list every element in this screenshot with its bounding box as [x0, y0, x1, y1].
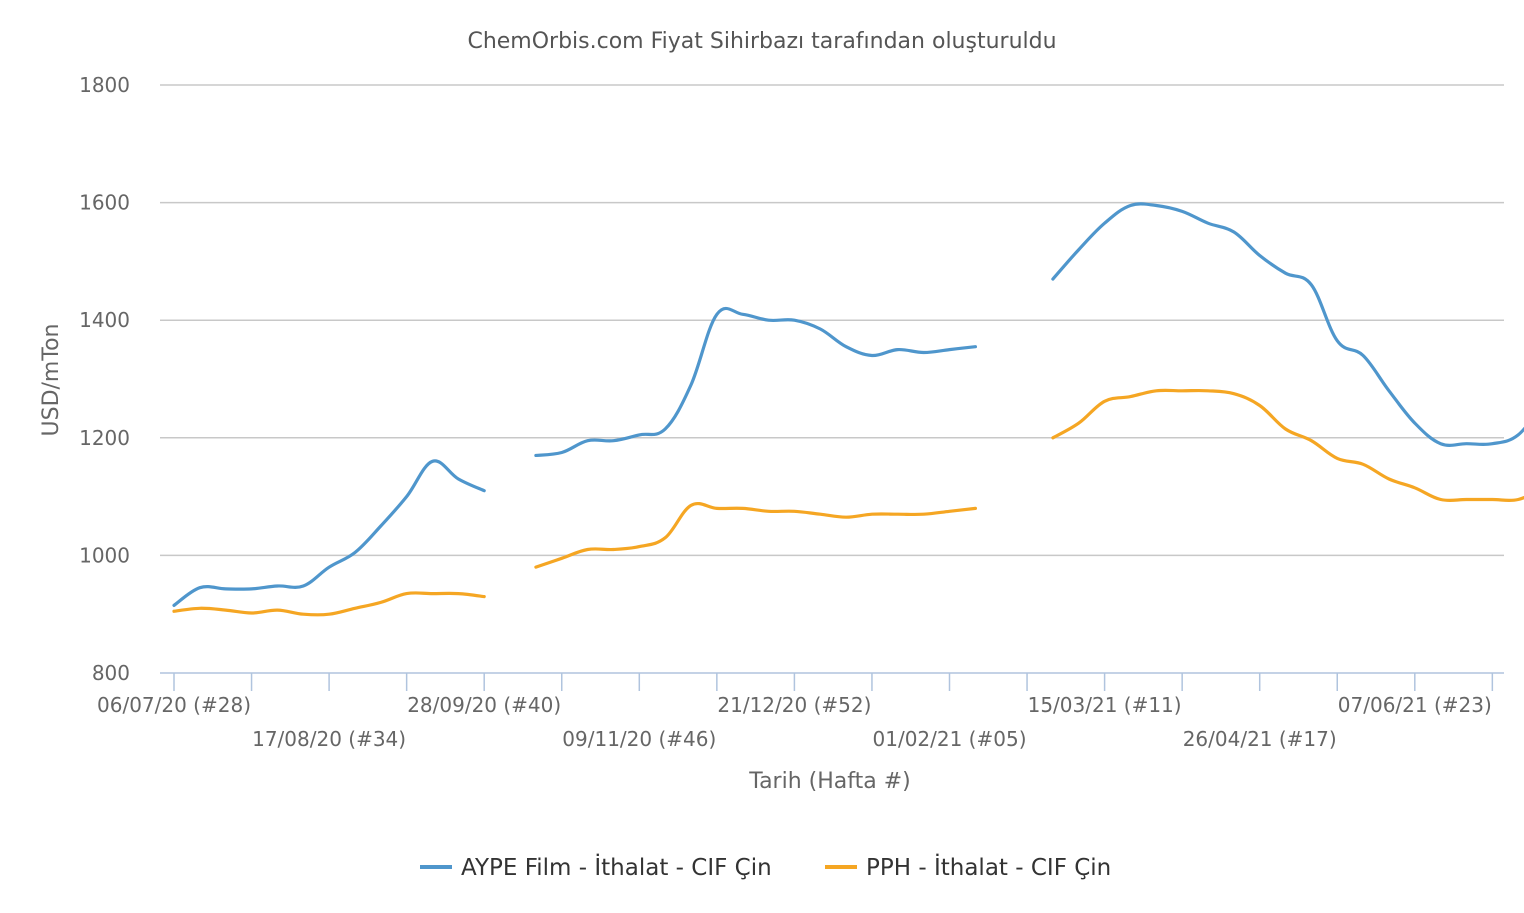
y-tick-label-1200: 1200 — [79, 426, 130, 450]
chart-title: ChemOrbis.com Fiyat Sihirbazı tarafından… — [467, 29, 1056, 54]
x-axis-title: Tarih (Hafta #) — [748, 769, 910, 794]
series-pph — [172, 388, 1524, 617]
x-tick-label: 21/12/20 (#52) — [717, 693, 871, 717]
series-line-segment — [534, 306, 977, 458]
legend-item-pph[interactable]: PPH - İthalat - CIF Çin — [825, 853, 1111, 881]
series-line-segment — [172, 459, 486, 607]
x-tick-label: 09/11/20 (#46) — [562, 727, 716, 751]
y-tick-label-1600: 1600 — [79, 191, 130, 215]
x-tick-label: 01/02/21 (#05) — [873, 727, 1027, 751]
x-tick-label: 06/07/20 (#28) — [97, 693, 251, 717]
series-aype-film — [172, 202, 1524, 607]
series-line-segment — [534, 501, 977, 569]
y-axis-title: USD/mTon — [39, 324, 64, 437]
y-tick-label-1000: 1000 — [79, 543, 130, 567]
legend: AYPE Film - İthalat - CIF Çin PPH - İtha… — [420, 853, 1111, 881]
y-tick-label-800: 800 — [92, 661, 130, 685]
legend-item-aype[interactable]: AYPE Film - İthalat - CIF Çin — [420, 853, 772, 881]
grid-lines — [160, 84, 1504, 557]
x-axis-ticks: 06/07/20 (#28)17/08/20 (#34)28/09/20 (#4… — [97, 673, 1494, 751]
legend-label-pph: PPH - İthalat - CIF Çin — [866, 853, 1111, 881]
series-line-segment — [172, 591, 486, 617]
x-tick-label: 07/06/21 (#23) — [1338, 693, 1492, 717]
x-tick-label: 28/09/20 (#40) — [407, 693, 561, 717]
y-axis-tick-labels: 800 1000 1200 1400 1600 1800 — [79, 73, 130, 685]
x-tick-label: 15/03/21 (#11) — [1028, 693, 1182, 717]
y-tick-label-1400: 1400 — [79, 308, 130, 332]
series-line-segment — [1051, 202, 1524, 447]
x-tick-label: 26/04/21 (#17) — [1183, 727, 1337, 751]
x-tick-label: 17/08/20 (#34) — [252, 727, 406, 751]
y-tick-label-1800: 1800 — [79, 73, 130, 97]
series-line-segment — [1051, 388, 1524, 503]
series-lines — [172, 202, 1524, 617]
legend-label-aype: AYPE Film - İthalat - CIF Çin — [461, 853, 772, 881]
